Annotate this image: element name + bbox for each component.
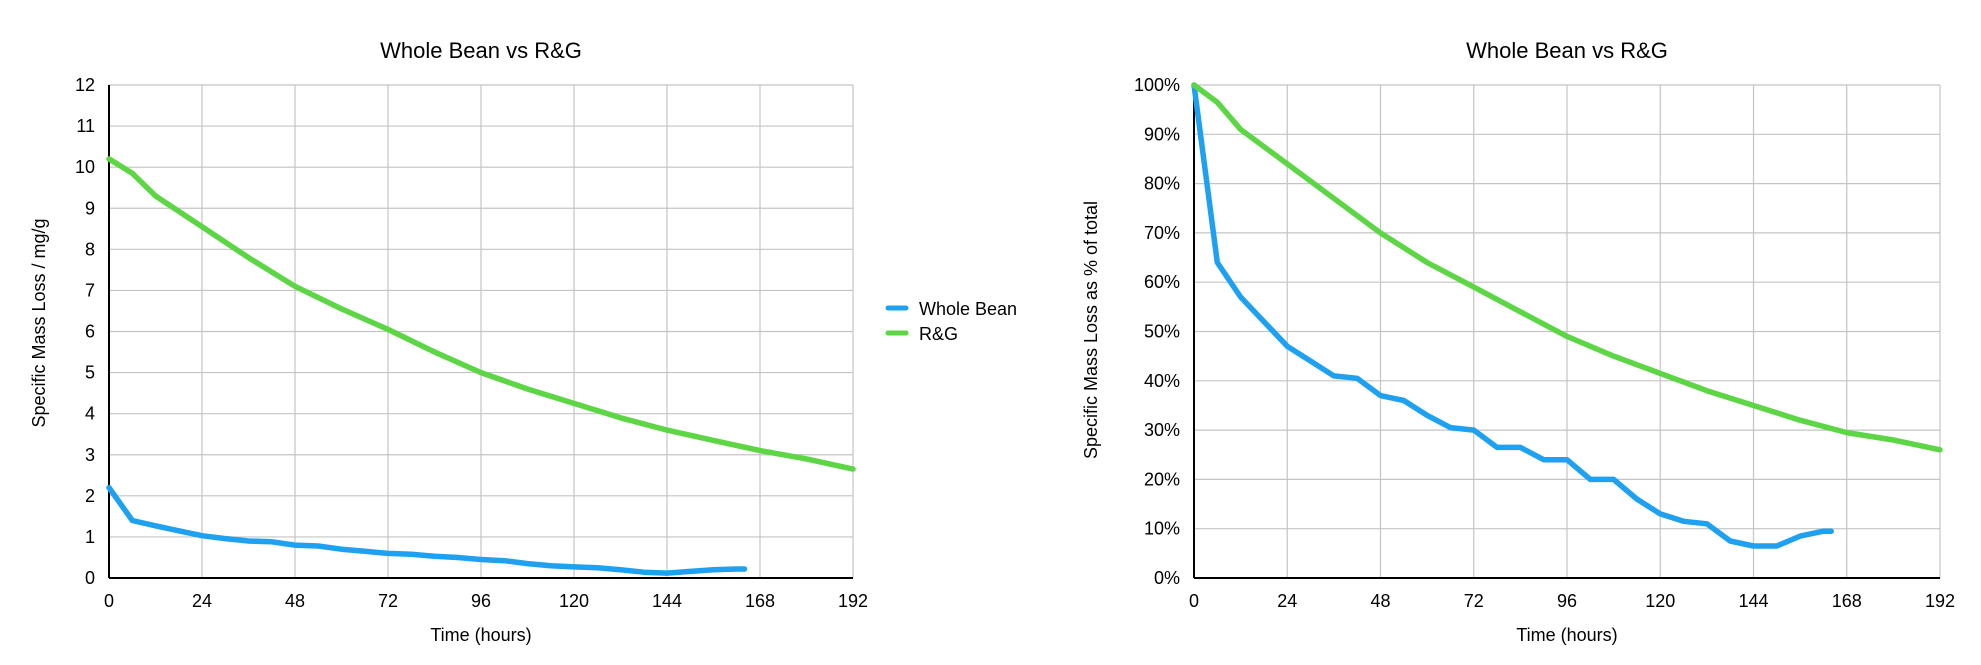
series-line-whole-bean xyxy=(106,484,748,576)
y-tick-label: 3 xyxy=(85,445,95,465)
series-lines xyxy=(106,156,856,576)
x-tick-labels: 0 24 48 72 96 120 144 168 192 xyxy=(104,591,868,611)
series-line-rg xyxy=(106,156,856,472)
y-tick-label: 9 xyxy=(85,198,95,218)
x-tick-label: 72 xyxy=(378,591,398,611)
x-tick-label: 168 xyxy=(745,591,775,611)
x-axis-label: Time (hours) xyxy=(430,625,531,645)
y-tick-label: 100% xyxy=(1134,75,1180,95)
series-line-whole-bean xyxy=(1191,82,1834,549)
x-tick-label: 48 xyxy=(1370,591,1390,611)
x-tick-labels: 0 24 48 72 96 120 144 168 192 xyxy=(1189,591,1955,611)
y-tick-label: 20% xyxy=(1144,469,1180,489)
y-tick-label: 0 xyxy=(85,568,95,588)
y-tick-label: 10 xyxy=(75,157,95,177)
y-tick-label: 5 xyxy=(85,363,95,383)
chart-title: Whole Bean vs R&G xyxy=(1466,38,1668,63)
y-tick-label: 60% xyxy=(1144,272,1180,292)
x-tick-label: 96 xyxy=(1557,591,1577,611)
x-tick-label: 120 xyxy=(1645,591,1675,611)
legend-item-whole-bean: Whole Bean xyxy=(885,299,1017,319)
x-tick-label: 144 xyxy=(1738,591,1768,611)
chart-title: Whole Bean vs R&G xyxy=(380,38,582,63)
x-tick-label: 144 xyxy=(652,591,682,611)
x-axis-label: Time (hours) xyxy=(1516,625,1617,645)
y-tick-label: 70% xyxy=(1144,223,1180,243)
legend-label-whole-bean: Whole Bean xyxy=(919,299,1017,319)
y-axis-label: Specific Mass Loss as % of total xyxy=(1081,201,1101,459)
y-tick-label: 1 xyxy=(85,527,95,547)
y-tick-label: 40% xyxy=(1144,371,1180,391)
x-tick-label: 96 xyxy=(471,591,491,611)
y-tick-label: 11 xyxy=(76,116,95,136)
series-lines xyxy=(1191,82,1943,549)
x-tick-label: 72 xyxy=(1464,591,1484,611)
y-tick-label: 4 xyxy=(85,404,95,424)
y-axis-label: Specific Mass Loss / mg/g xyxy=(29,218,49,427)
y-tick-labels: 0% 10% 20% 30% 40% 50% 60% 70% 80% 90% 100% xyxy=(1134,75,1180,588)
legend: Whole Bean R&G xyxy=(885,299,1017,344)
y-tick-label: 90% xyxy=(1144,124,1180,144)
legend-label-rg: R&G xyxy=(919,324,958,344)
chart-mass-loss-mgg: Whole Bean vs R&G Specific Mass Loss / m… xyxy=(29,38,868,645)
y-tick-label: 50% xyxy=(1144,322,1180,342)
x-tick-label: 24 xyxy=(192,591,212,611)
x-tick-label: 48 xyxy=(285,591,305,611)
x-tick-label: 192 xyxy=(838,591,868,611)
legend-item-rg: R&G xyxy=(885,324,958,344)
x-tick-label: 0 xyxy=(104,591,114,611)
y-tick-label: 7 xyxy=(85,280,95,300)
x-tick-label: 24 xyxy=(1277,591,1297,611)
gridlines xyxy=(108,84,854,579)
y-tick-label: 2 xyxy=(85,486,95,506)
x-tick-label: 192 xyxy=(1925,591,1955,611)
gridlines xyxy=(1193,84,1941,579)
y-tick-label: 8 xyxy=(85,239,95,259)
y-tick-label: 80% xyxy=(1144,174,1180,194)
chart-mass-loss-percent: Whole Bean vs R&G Specific Mass Loss as … xyxy=(1081,38,1955,645)
y-tick-label: 6 xyxy=(85,322,95,342)
x-tick-label: 120 xyxy=(559,591,589,611)
series-line-rg xyxy=(1191,82,1943,453)
x-tick-label: 0 xyxy=(1189,591,1199,611)
y-tick-label: 10% xyxy=(1144,519,1180,539)
y-tick-label: 30% xyxy=(1144,420,1180,440)
y-tick-label: 12 xyxy=(75,75,95,95)
y-tick-label: 0% xyxy=(1154,568,1180,588)
x-tick-label: 168 xyxy=(1832,591,1862,611)
